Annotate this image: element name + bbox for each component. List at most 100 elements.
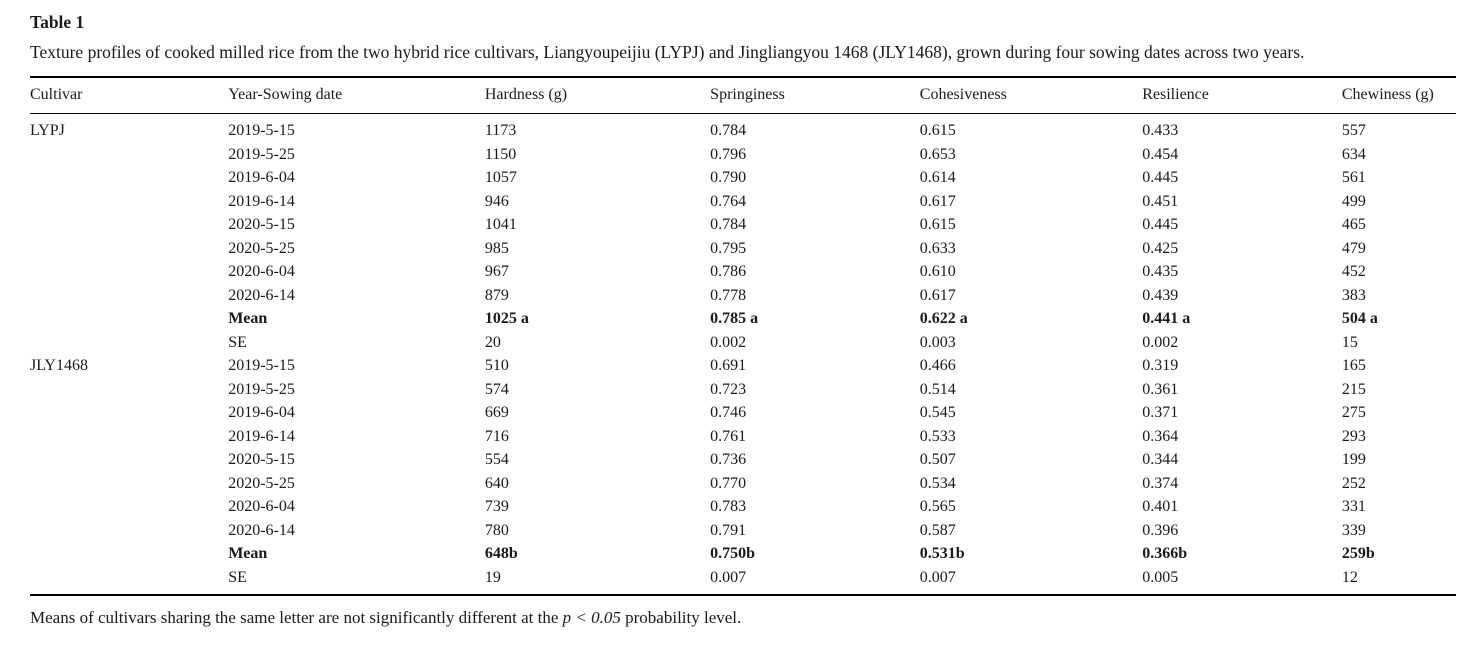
cell-cultivar: LYPJ: [30, 122, 65, 139]
cell-chewiness: 557: [1341, 122, 1366, 139]
cell-springiness: 0.761: [710, 427, 747, 445]
cell-hardness: 1025 a: [484, 310, 529, 327]
cell-cohesiveness: 0.614: [919, 169, 956, 186]
footnote-suffix: probability level.: [620, 608, 742, 627]
cell-resilience: 0.366b: [1142, 545, 1188, 562]
texture-profiles-table: Cultivar Year-Sowing date Hardness (g) S…: [30, 76, 1456, 596]
table-row: LYPJ 2019-5-15 1173 0.784 0.615 0.433 55…: [30, 114, 1456, 143]
cell-year-sowing-date: 2020-6-04: [228, 498, 295, 515]
cell-resilience: 0.344: [1142, 451, 1179, 468]
cell-springiness: 0.795: [710, 239, 747, 257]
cell-year-sowing-date: 2019-5-25: [228, 145, 295, 163]
cell-cohesiveness: 0.615: [919, 216, 956, 233]
table-row: 2020-6-04 967 0.786 0.610 0.435 452: [30, 260, 1456, 284]
cell-springiness: 0.778: [710, 286, 747, 304]
cell-hardness: 648b: [484, 545, 518, 562]
cell-year-sowing-date: 2019-6-14: [228, 427, 295, 445]
cell-hardness: 946: [484, 192, 509, 210]
cell-chewiness: 504 a: [1341, 310, 1378, 327]
cell-springiness: 0.791: [710, 521, 747, 539]
cell-cultivar: [30, 237, 228, 261]
cell-cohesiveness: 0.466: [919, 357, 956, 374]
cell-cohesiveness: 0.622 a: [919, 310, 968, 327]
cell-springiness: 0.796: [710, 145, 747, 163]
cell-resilience: 0.371: [1142, 404, 1179, 421]
cell-cohesiveness: 0.617: [919, 192, 956, 210]
cell-cohesiveness: 0.533: [919, 427, 956, 445]
table-row: 2019-6-04 1057 0.790 0.614 0.445 561: [30, 166, 1456, 190]
table-row: 2019-5-25 574 0.723 0.514 0.361 215: [30, 378, 1456, 402]
cell-hardness: 20: [484, 333, 501, 351]
table-row: 2019-5-25 1150 0.796 0.653 0.454 634: [30, 143, 1456, 167]
cell-resilience: 0.439: [1142, 286, 1179, 304]
cell-resilience: 0.401: [1142, 498, 1179, 515]
cell-resilience: 0.364: [1142, 427, 1179, 445]
cell-chewiness: 383: [1341, 286, 1366, 304]
cell-chewiness: 252: [1341, 474, 1366, 492]
cell-year-sowing-date: SE: [228, 568, 247, 586]
cell-cultivar: [30, 307, 228, 331]
cell-springiness: 0.691: [710, 357, 747, 374]
cell-springiness: 0.723: [710, 380, 747, 398]
cell-cultivar: [30, 401, 228, 425]
cell-hardness: 19: [484, 568, 501, 586]
cell-cohesiveness: 0.514: [919, 380, 956, 398]
cell-hardness: 1173: [484, 122, 517, 139]
table-row: Mean 648b 0.750b 0.531b 0.366b 259b: [30, 542, 1456, 566]
cell-chewiness: 259b: [1341, 545, 1375, 562]
cell-resilience: 0.445: [1142, 216, 1179, 233]
cell-hardness: 1150: [484, 145, 517, 163]
cell-hardness: 669: [484, 404, 509, 421]
cell-cohesiveness: 0.534: [919, 474, 956, 492]
cell-year-sowing-date: 2019-6-04: [228, 169, 295, 186]
cell-springiness: 0.736: [710, 451, 747, 468]
cell-year-sowing-date: 2020-6-14: [228, 286, 295, 304]
cell-springiness: 0.007: [710, 568, 747, 586]
cell-cohesiveness: 0.545: [919, 404, 956, 421]
cell-springiness: 0.786: [710, 263, 747, 280]
cell-chewiness: 275: [1341, 404, 1366, 421]
table-row: JLY1468 2019-5-15 510 0.691 0.466 0.319 …: [30, 354, 1456, 378]
cell-cohesiveness: 0.610: [919, 263, 956, 280]
cell-hardness: 554: [484, 451, 509, 468]
table-row: 2020-5-15 1041 0.784 0.615 0.445 465: [30, 213, 1456, 237]
cell-cultivar: [30, 284, 228, 308]
cell-chewiness: 15: [1341, 333, 1358, 351]
table-row: 2020-6-14 780 0.791 0.587 0.396 339: [30, 519, 1456, 543]
cell-chewiness: 293: [1341, 427, 1366, 445]
table-row: 2019-6-14 716 0.761 0.533 0.364 293: [30, 425, 1456, 449]
footnote-pvalue: p < 0.05: [562, 608, 621, 627]
cell-year-sowing-date: Mean: [228, 310, 268, 327]
cell-hardness: 640: [484, 474, 509, 492]
cell-resilience: 0.002: [1142, 333, 1179, 351]
cell-resilience: 0.435: [1142, 263, 1179, 280]
cell-year-sowing-date: 2020-6-14: [228, 521, 295, 539]
cell-springiness: 0.002: [710, 333, 747, 351]
cell-hardness: 1041: [484, 216, 517, 233]
cell-cultivar: [30, 331, 228, 355]
cell-year-sowing-date: 2020-5-25: [228, 239, 295, 257]
cell-resilience: 0.374: [1142, 474, 1179, 492]
cell-springiness: 0.764: [710, 192, 747, 210]
cell-cohesiveness: 0.531b: [919, 545, 965, 562]
cell-springiness: 0.785 a: [710, 310, 759, 327]
cell-hardness: 1057: [484, 169, 517, 186]
cell-springiness: 0.746: [710, 404, 747, 421]
cell-hardness: 510: [484, 357, 509, 374]
cell-chewiness: 199: [1341, 451, 1366, 468]
cell-year-sowing-date: 2020-5-25: [228, 474, 295, 492]
table-caption: Texture profiles of cooked milled rice f…: [30, 42, 1305, 62]
cell-chewiness: 479: [1341, 239, 1366, 257]
cell-springiness: 0.770: [710, 474, 747, 492]
cell-resilience: 0.445: [1142, 169, 1179, 186]
cell-cultivar: [30, 448, 228, 472]
table-row: SE 19 0.007 0.007 0.005 12: [30, 566, 1456, 596]
column-header-resilience: Resilience: [1142, 77, 1342, 114]
cell-hardness: 780: [484, 521, 509, 539]
cell-chewiness: 634: [1341, 145, 1366, 163]
cell-chewiness: 499: [1341, 192, 1366, 210]
cell-year-sowing-date: 2019-6-14: [228, 192, 295, 210]
cell-year-sowing-date: 2019-6-04: [228, 404, 295, 421]
table-row: 2019-6-04 669 0.746 0.545 0.371 275: [30, 401, 1456, 425]
